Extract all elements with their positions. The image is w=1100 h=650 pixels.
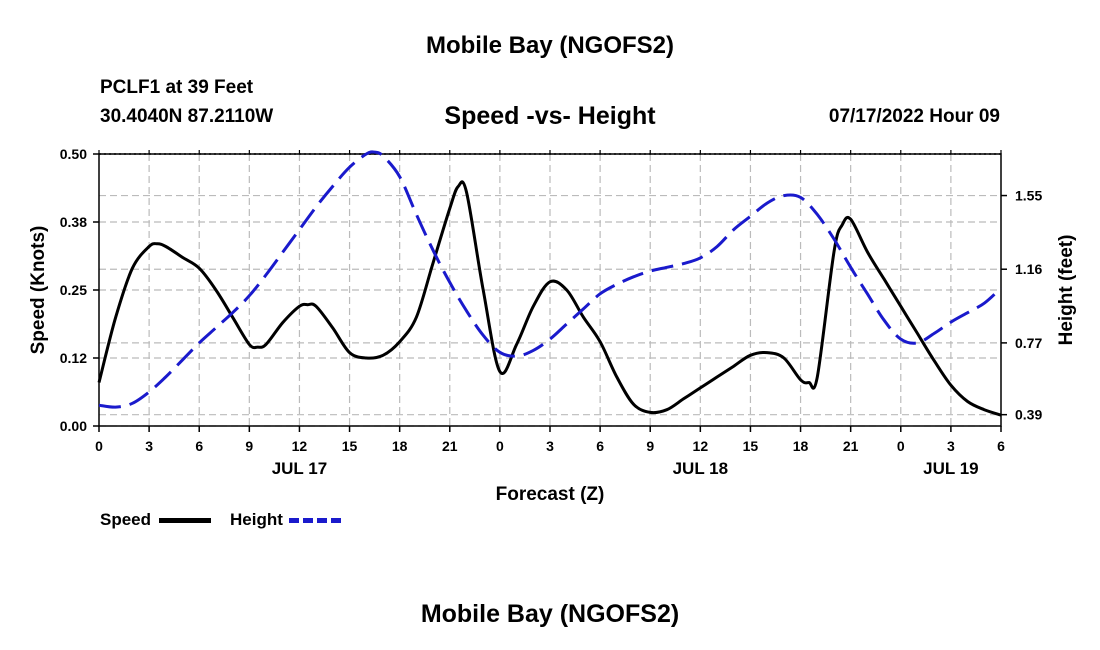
x-tick-label: 3 xyxy=(145,438,153,454)
x-tick-label: 15 xyxy=(342,438,358,454)
y2-axis-label: Height (feet) xyxy=(1056,235,1077,346)
legend-speed-swatch xyxy=(158,518,211,524)
legend-height-swatch xyxy=(288,518,341,524)
date-label: JUL 18 xyxy=(673,459,728,478)
height-series-line xyxy=(98,150,1003,409)
y2-tick-label: 0.77 xyxy=(1015,335,1042,351)
x-tick-label: 0 xyxy=(897,438,905,454)
x-tick-label: 12 xyxy=(693,438,709,454)
x-tick-label: 18 xyxy=(793,438,809,454)
x-tick-label: 6 xyxy=(596,438,604,454)
y-tick-label: 0.38 xyxy=(60,214,87,230)
x-axis-label: Forecast (Z) xyxy=(496,484,605,505)
x-tick-label: 6 xyxy=(997,438,1005,454)
legend-speed: Speed xyxy=(100,510,211,530)
y2-tick-label: 1.55 xyxy=(1015,188,1042,204)
speed-series-line xyxy=(97,180,1002,417)
x-tick-label: 0 xyxy=(496,438,504,454)
x-tick-label: 21 xyxy=(843,438,859,454)
date-label: JUL 19 xyxy=(923,459,978,478)
coordinates-label: 30.4040N 87.2110W xyxy=(100,106,274,127)
footer-title: Mobile Bay (NGOFS2) xyxy=(420,600,680,628)
x-tick-label: 0 xyxy=(95,438,103,454)
legend-height-label: Height xyxy=(230,510,283,529)
page-title: Mobile Bay (NGOFS2) xyxy=(425,32,675,59)
y2-tick-label: 1.16 xyxy=(1015,261,1042,277)
x-tick-label: 18 xyxy=(392,438,408,454)
date-label: JUL 17 xyxy=(272,459,327,478)
legend-height: Height xyxy=(230,510,341,530)
y-tick-label: 0.00 xyxy=(60,418,87,434)
legend-speed-label: Speed xyxy=(100,510,152,529)
x-tick-label: 3 xyxy=(546,438,554,454)
x-tick-label: 9 xyxy=(245,438,253,454)
y-tick-label: 0.12 xyxy=(60,350,87,366)
x-tick-label: 3 xyxy=(947,438,955,454)
series-lines xyxy=(97,150,1003,417)
x-tick-label: 6 xyxy=(195,438,203,454)
x-tick-label: 9 xyxy=(646,438,654,454)
y2-tick-label: 0.39 xyxy=(1015,407,1042,423)
chart-title: Speed -vs- Height xyxy=(444,102,656,130)
y-tick-label: 0.50 xyxy=(60,146,87,162)
station-label: PCLF1 at 39 Feet xyxy=(100,77,254,98)
x-tick-label: 12 xyxy=(292,438,308,454)
x-tick-label: 21 xyxy=(442,438,458,454)
y-tick-label: 0.25 xyxy=(60,282,87,298)
x-tick-label: 15 xyxy=(743,438,759,454)
axis-ticks: 0 3 6 9 12 15 18 21 0 3 6 9 12 15 18 21 0 3 6 0.00 0.12 0.25 0… xyxy=(60,146,1043,478)
y-axis-label: Speed (Knots) xyxy=(28,226,49,355)
timestamp-label: 07/17/2022 Hour 09 xyxy=(828,106,1000,127)
